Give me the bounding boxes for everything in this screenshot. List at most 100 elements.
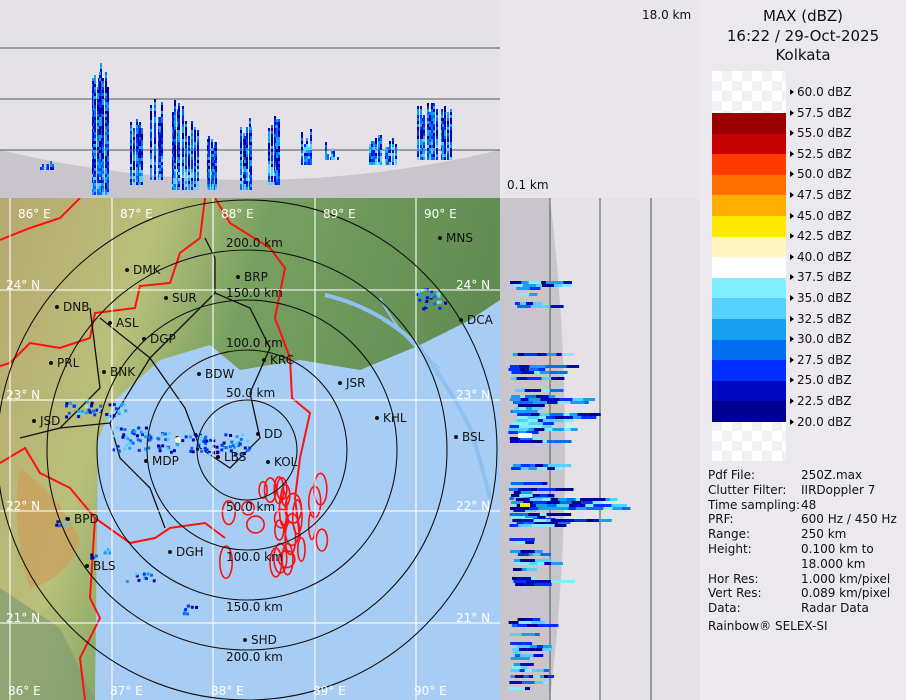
echo-cell [420,121,422,124]
echo-cell [510,675,515,678]
radar-echo [229,433,233,437]
echo-cell [133,170,135,173]
echo-cell [516,377,528,380]
echo-cell [105,150,107,153]
legend-label: 40.0 dBZ [790,250,852,264]
echo-cell [371,156,373,159]
echo-cell [130,146,132,149]
echo-cell [268,170,270,173]
radar-echo [437,294,441,298]
echo-cell [278,176,280,179]
echo-cell [546,281,555,284]
echo-cell [136,179,138,182]
radar-echo [132,432,136,436]
echo-cell [532,389,542,392]
info-value: 600 Hz / 450 Hz [801,512,897,527]
echo-cell [278,164,280,167]
echo-cell [518,365,530,368]
echo-cell [423,136,425,139]
echo-cell [536,645,544,648]
echo-cell [150,114,152,117]
echo-cell [188,169,190,172]
echo-cell [534,583,541,586]
echo-cell [433,130,435,133]
range-ring [0,199,498,700]
info-value: 0.089 km/pixel [801,586,891,601]
echo-cell [99,84,101,87]
echo-cell [310,162,312,165]
echo-cell [105,165,107,168]
echo-cell [188,187,190,190]
cross-section-top-svg [0,47,500,198]
echo-cell [306,156,308,159]
echo-cell [133,179,135,182]
echo-cell [197,163,199,166]
echo-cell [215,148,217,151]
echo-cell [208,151,210,154]
echo-cell [389,144,391,147]
echo-cell [136,137,138,140]
echo-cell [150,144,152,147]
sundarbans-island [313,472,328,506]
echo-cell [373,147,375,150]
echo-cell [523,583,535,586]
echo-cell [517,624,527,627]
echo-cell [139,134,141,137]
legend-label: 25.0 dBZ [790,373,852,387]
echo-cell [304,147,306,150]
echo-cell [130,125,132,128]
echo-cell [178,103,180,106]
echo-cell [215,187,217,190]
echo-cell [513,687,526,690]
echo-cell [94,171,96,174]
echo-cell [392,144,394,147]
echo-cell [94,183,96,186]
echo-cell [97,171,99,174]
echo-cell [97,174,99,177]
radar-echo [131,429,135,433]
echo-cell [516,293,530,296]
echo-cell [161,156,163,159]
echo-cell [369,156,371,159]
echo-cell [99,78,101,81]
echo-cell [509,513,524,516]
echo-cell [609,498,618,501]
sundarbans-island [246,515,265,534]
echo-cell [276,140,278,143]
echo-cell [511,515,526,518]
echo-cell [185,169,187,172]
echo-cell [519,425,533,428]
radar-echo [66,524,70,528]
echo-cell [427,115,429,118]
echo-cell [569,504,574,507]
echo-cell [510,669,520,672]
echo-cell [102,150,104,153]
echo-cell [250,163,252,166]
info-value: 1.000 km/pixel [801,571,891,586]
radar-echo [168,431,172,435]
echo-cell [278,131,280,134]
echo-cell [211,145,213,148]
echo-cell [215,154,217,157]
echo-cell [276,122,278,125]
radar-echo [114,407,118,411]
echo-cell [431,109,433,112]
echo-cell [420,109,422,112]
echo-cell [94,168,96,171]
echo-cell [537,515,546,518]
echo-cell [331,151,333,154]
echo-cell [447,145,449,148]
radar-echo [433,295,437,299]
info-row: Data: Radar Data [708,601,869,616]
echo-cell [250,133,252,136]
echo-cell [417,145,419,148]
echo-cell [141,152,143,155]
echo-cell [395,153,397,156]
echo-cell [154,138,156,141]
legend-swatch [712,257,786,278]
echo-cell [378,135,380,138]
echo-cell [431,124,433,127]
radar-echo [220,448,224,452]
echo-cell [278,155,280,158]
echo-cell [546,440,553,443]
